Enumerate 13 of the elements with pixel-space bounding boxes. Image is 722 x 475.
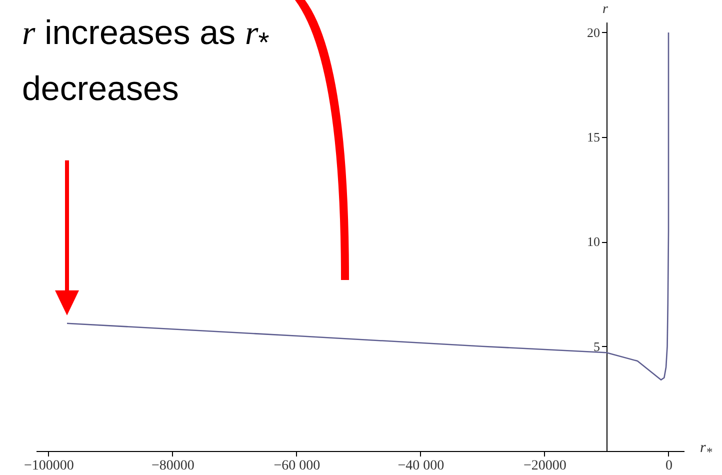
y-tick-label: 10 [586, 234, 600, 250]
y-tick-label: 15 [586, 130, 600, 145]
x-tick-label: 0 [666, 458, 672, 474]
text: r increases as r$_{*}$ decreases [22, 14, 270, 108]
y-axis-title: r [602, 2, 608, 18]
x-axis-title: r$_{*}$ [700, 440, 712, 460]
x-tick-label: −40 000 [398, 458, 444, 474]
x-tick-label: −100000 [24, 458, 74, 474]
y-tick-label: 20 [586, 24, 600, 40]
y-tick-label: 5 [593, 338, 600, 354]
x-tick-label: −60 000 [274, 458, 320, 474]
x-tick-label: −20000 [524, 458, 566, 474]
x-tick-label: −80000 [151, 458, 194, 474]
